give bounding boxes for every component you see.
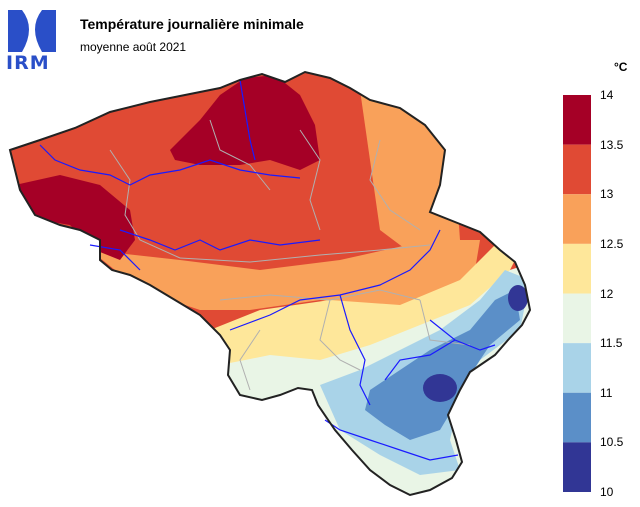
belgium-outline xyxy=(8,70,532,497)
province-borders xyxy=(109,119,471,391)
legend-tick-label: 10 xyxy=(600,485,614,499)
legend-swatch xyxy=(563,442,591,492)
zone-10-10.5-ardennes xyxy=(423,374,457,402)
legend-unit: °C xyxy=(614,60,628,74)
legend-tick-label: 14 xyxy=(600,88,614,102)
zone-10.5-11 xyxy=(365,290,520,440)
legend-swatch xyxy=(563,95,591,145)
legend-tick-label: 11.5 xyxy=(600,336,623,351)
irm-logo xyxy=(8,10,56,52)
legend-swatch xyxy=(563,343,591,393)
legend-swatch xyxy=(563,392,591,443)
zone-13.5-14-antwerp xyxy=(170,75,320,170)
logo-mark xyxy=(8,10,56,52)
legend-tick-label: 13 xyxy=(600,187,614,202)
zone-12-12.5 xyxy=(210,240,520,380)
zone-13.5-14-west xyxy=(15,175,135,260)
temperature-zones xyxy=(10,72,530,495)
legend-colorbar xyxy=(563,95,591,492)
legend-swatch xyxy=(563,293,591,344)
legend-swatch xyxy=(563,194,591,244)
legend-tick-label: 10.5 xyxy=(600,435,624,450)
legend-tick-label: 12 xyxy=(600,286,614,301)
logo-text: IRM xyxy=(6,52,50,74)
zone-10-10.5-hautes-fagnes xyxy=(508,285,528,311)
zone-12.5-13-south xyxy=(90,240,480,310)
legend-swatch xyxy=(563,243,591,294)
legend-tick-label: 11 xyxy=(600,385,613,400)
legend-tick-label: 13.5 xyxy=(600,137,624,152)
legend-swatch xyxy=(563,144,591,195)
map-title: Température journalière minimale xyxy=(80,16,304,32)
legend-tick-label: 12.5 xyxy=(600,236,624,251)
map-subtitle: moyenne août 2021 xyxy=(80,40,187,54)
rivers xyxy=(39,79,496,461)
